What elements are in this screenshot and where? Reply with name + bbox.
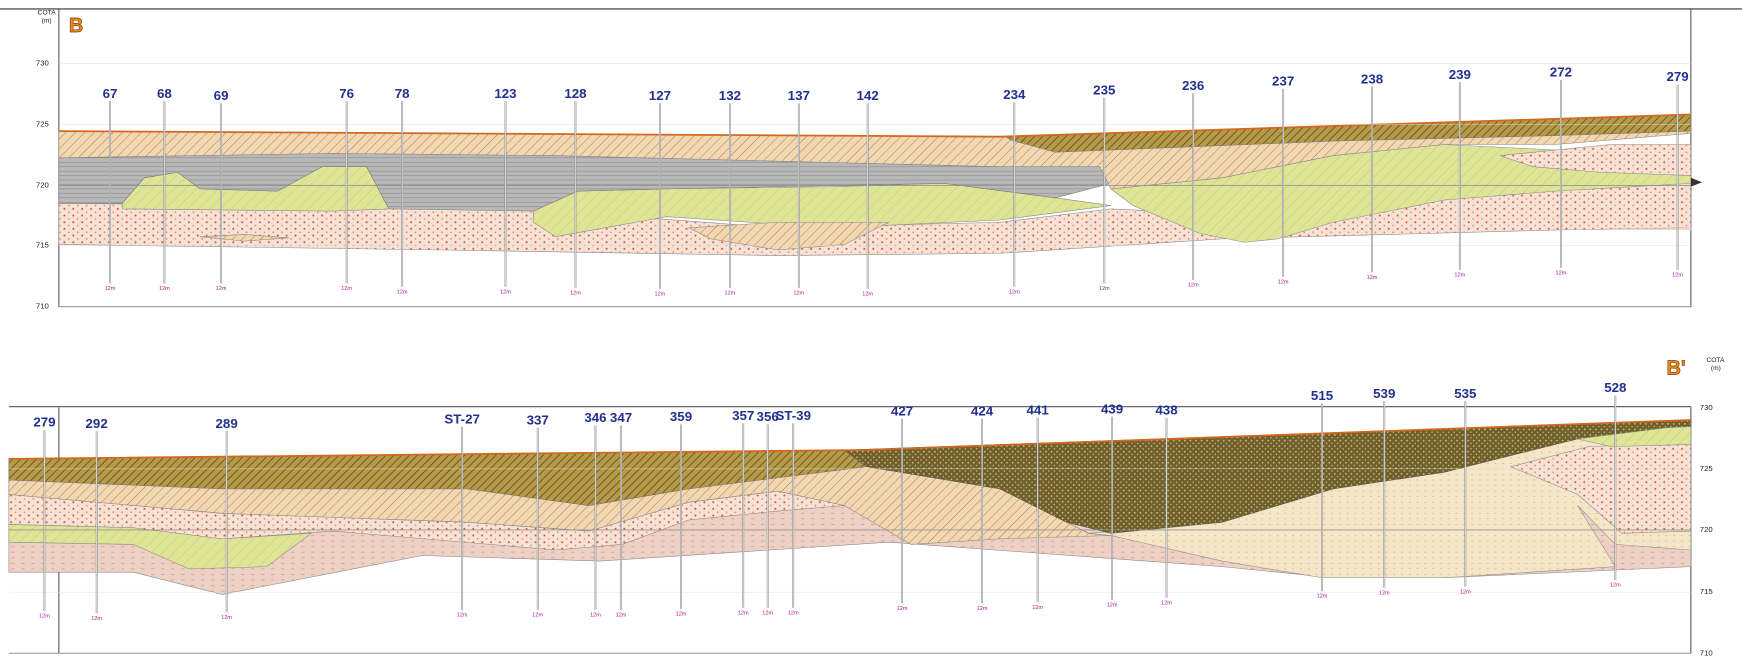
depth-label: 12m	[159, 286, 170, 292]
depth-label: 12m	[91, 616, 102, 622]
depth-label: 12m	[570, 290, 581, 296]
borehole-label: 528	[1604, 380, 1626, 395]
borehole-label: 69	[214, 88, 229, 103]
borehole-label: 234	[1003, 87, 1026, 102]
borehole-label: 279	[1666, 69, 1688, 84]
elevation-tick-label: 725	[36, 120, 49, 129]
depth-label: 12m	[1460, 589, 1471, 595]
axis-title: COTA	[38, 9, 57, 16]
depth-label: 12m	[616, 613, 627, 619]
borehole-label: 67	[103, 86, 118, 101]
borehole-label: 235	[1093, 82, 1116, 97]
depth-label: 12m	[1161, 600, 1172, 606]
depth-label: 12m	[1610, 583, 1621, 589]
depth-label: 12m	[105, 286, 116, 292]
borehole-label: 78	[395, 86, 410, 101]
borehole-label: 239	[1449, 67, 1471, 82]
depth-label: 12m	[1032, 605, 1043, 611]
elevation-tick-label: 730	[36, 58, 50, 67]
borehole-label: 347	[610, 410, 632, 425]
borehole-label: 337	[527, 412, 549, 427]
borehole-label: ST-27	[444, 411, 480, 426]
depth-label: 12m	[1379, 590, 1390, 596]
depth-label: 12m	[862, 292, 873, 298]
elevation-tick-label: 720	[36, 181, 50, 190]
borehole-label: 137	[788, 88, 810, 103]
borehole-label: 279	[33, 415, 55, 430]
depth-label: 12m	[457, 613, 468, 619]
borehole-label: 237	[1272, 74, 1294, 89]
borehole-label: 515	[1311, 388, 1334, 403]
depth-label: 12m	[725, 290, 736, 296]
depth-label: 12m	[397, 289, 408, 295]
borehole-label: ST-39	[775, 408, 811, 423]
depth-label: 12m	[655, 292, 666, 298]
marker	[1691, 178, 1702, 187]
depth-label: 12m	[39, 614, 50, 620]
borehole-label: 427	[891, 404, 913, 419]
elevation-tick-label: 710	[1700, 648, 1714, 657]
depth-label: 12m	[1278, 279, 1289, 285]
elevation-tick-label: 720	[1700, 525, 1714, 534]
depth-label: 12m	[1556, 270, 1567, 276]
cross-section: COTA (m) B COTA (m) B' 730 725 720 715 710 67…	[0, 0, 1742, 670]
axis-title: COTA	[1706, 357, 1725, 364]
depth-label: 12m	[1672, 273, 1683, 279]
borehole-label: 289	[216, 416, 238, 431]
depth-label: 12m	[788, 610, 799, 616]
borehole-label: 438	[1155, 402, 1177, 417]
depth-label: 12m	[897, 606, 908, 612]
section-label: B	[69, 15, 83, 37]
borehole-label: 142	[857, 88, 879, 103]
borehole-label: 272	[1550, 65, 1572, 80]
depth-label: 12m	[341, 286, 352, 292]
borehole-label: 128	[564, 86, 586, 101]
borehole-label: 236	[1182, 78, 1204, 93]
elevation-tick-label: 715	[36, 241, 49, 250]
depth-label: 12m	[1188, 283, 1199, 289]
borehole-label: 441	[1027, 402, 1050, 417]
depth-label: 12m	[977, 606, 988, 612]
borehole-label: 535	[1454, 386, 1477, 401]
depth-label: 12m	[590, 613, 601, 619]
depth-label: 12m	[762, 610, 773, 616]
borehole-label: 359	[670, 409, 692, 424]
elevation-tick-label: 725	[1700, 464, 1713, 473]
borehole-label: 292	[86, 416, 108, 431]
section-label: B'	[1666, 357, 1685, 379]
depth-label: 12m	[738, 610, 749, 616]
depth-label: 12m	[1009, 289, 1020, 295]
borehole-label: 539	[1373, 386, 1395, 401]
panel-b: COTA (m) B	[0, 9, 1742, 307]
axis-unit: (m)	[42, 17, 52, 24]
depth-label: 12m	[1454, 273, 1465, 279]
borehole-label: 132	[719, 88, 741, 103]
borehole-label: 76	[339, 86, 354, 101]
depth-label: 12m	[1317, 594, 1328, 600]
borehole-label: 68	[157, 86, 172, 101]
depth-label: 12m	[1107, 603, 1118, 609]
depth-label: 12m	[676, 612, 687, 618]
axis-unit: (m)	[1711, 365, 1721, 372]
depth-label: 12m	[221, 615, 232, 621]
elevation-tick-label: 730	[1700, 403, 1714, 412]
borehole-label: 439	[1101, 401, 1123, 416]
depth-label: 12m	[1099, 286, 1110, 292]
borehole-label: 127	[649, 88, 671, 103]
borehole-label: 238	[1361, 71, 1383, 86]
elevation-tick-label: 710	[36, 302, 50, 311]
borehole-label: 123	[494, 86, 516, 101]
depth-label: 12m	[216, 286, 227, 292]
borehole-label: 346	[584, 410, 606, 425]
depth-label: 12m	[500, 289, 511, 295]
elevation-tick-label: 715	[1700, 587, 1713, 596]
borehole-label: 424	[971, 404, 994, 419]
borehole-label: 357	[732, 408, 754, 423]
depth-label: 12m	[1367, 275, 1378, 281]
depth-label: 12m	[793, 290, 804, 296]
panel-b-prime: COTA (m) B'	[9, 357, 1725, 653]
depth-label: 12m	[532, 613, 543, 619]
